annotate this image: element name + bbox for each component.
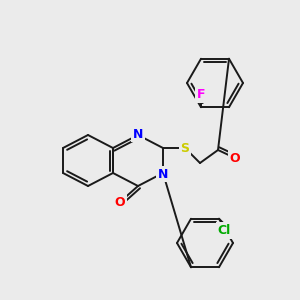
Text: Cl: Cl [218,224,231,237]
Text: S: S [181,142,190,154]
Text: N: N [133,128,143,140]
Text: N: N [158,167,168,181]
Text: O: O [115,196,125,208]
Text: O: O [230,152,240,164]
Text: F: F [197,88,205,101]
